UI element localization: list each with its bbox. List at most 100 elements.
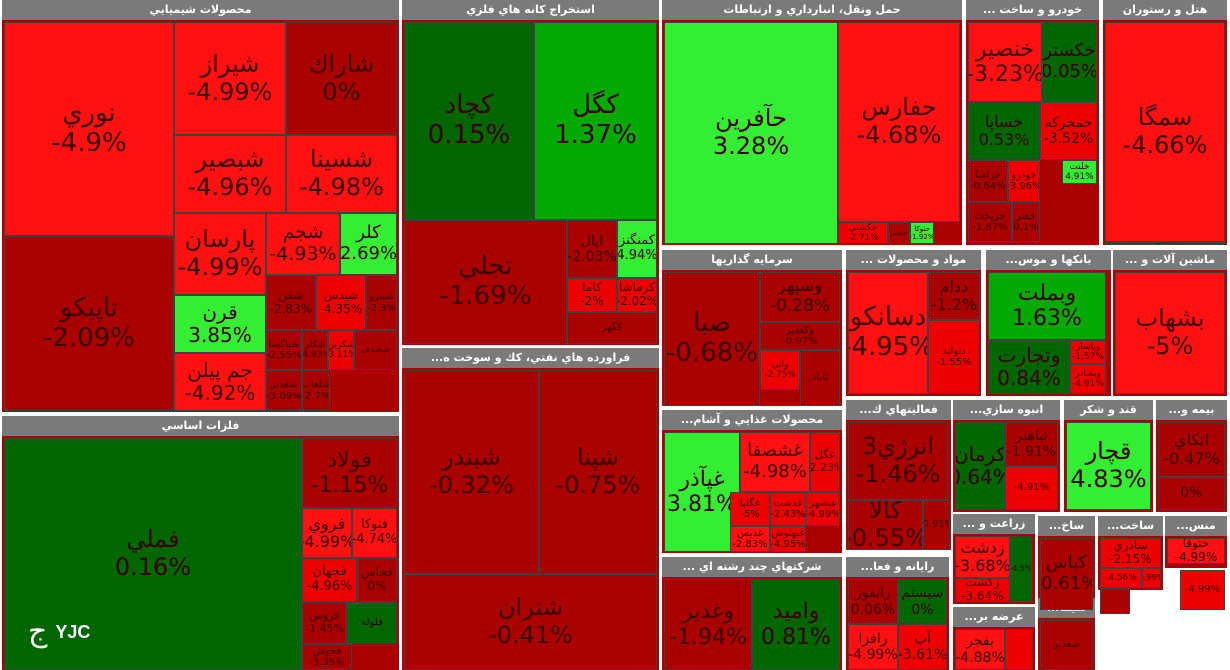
stock-tile[interactable]: شپترو -2.3% <box>366 275 397 330</box>
stock-tile[interactable] <box>1005 629 1033 670</box>
stock-tile[interactable]: شغدير -3.09% <box>266 370 302 411</box>
stock-tile[interactable]: رافزا -4.99% <box>848 624 898 670</box>
stock-tile[interactable]: خمحركه -3.52% <box>1040 102 1097 160</box>
stock-tile[interactable]: شتران -0.41% <box>404 574 657 670</box>
stock-tile[interactable]: -0.91% <box>923 500 950 550</box>
sector-title[interactable]: ... ماشين آلات و <box>1113 250 1227 270</box>
stock-tile[interactable]: حتوكا -1.92% <box>910 222 934 244</box>
stock-tile[interactable]: غشصفا -4.98% <box>740 432 810 492</box>
stock-tile[interactable]: جم پيلن -4.92% <box>174 353 266 411</box>
sector-title[interactable]: ...رايانه و فعا <box>846 557 949 577</box>
sector-title[interactable]: سرمايه گذاريها <box>662 250 842 270</box>
stock-tile[interactable]: بفجر -4.88% <box>955 629 1005 670</box>
stock-tile[interactable]: ختوقا -4.99% <box>1167 538 1225 564</box>
stock-tile[interactable]: وتجارت 0.84% <box>988 340 1070 394</box>
stock-tile[interactable]: غبهنوش -4.95% <box>770 526 806 552</box>
stock-tile[interactable]: غگلپا -5% <box>730 492 770 526</box>
stock-tile[interactable]: آپ -3.61% <box>898 624 947 670</box>
stock-tile[interactable]: خنصير -3.23% <box>968 22 1042 102</box>
stock-tile[interactable]: كرمان0.64% <box>955 422 1005 510</box>
stock-tile[interactable]: واتي -2.75% <box>760 350 800 390</box>
stock-tile[interactable]: خساپا 0.53% <box>968 102 1040 160</box>
stock-tile[interactable] <box>1100 588 1130 614</box>
stock-tile[interactable]: شفن -2.83% <box>266 275 316 330</box>
sector-title[interactable]: ...فعاليتهاي ك <box>846 400 951 420</box>
stock-tile[interactable]: حفارس -4.68% <box>838 22 960 222</box>
stock-tile[interactable]: قرن 3.85% <box>174 295 266 353</box>
stock-tile[interactable]: اتكاي -0.47% <box>1158 422 1225 477</box>
sector-title[interactable]: محصولات شيميايي <box>2 0 399 20</box>
stock-tile[interactable]: خريخت -1.87% <box>968 202 1012 242</box>
stock-tile[interactable]: -4.56% <box>1100 568 1142 588</box>
stock-tile[interactable]: حكشتي -2.71% <box>838 222 888 244</box>
stock-tile[interactable]: شاراك 0% <box>286 22 397 135</box>
stock-tile[interactable]: سيستم 0% <box>898 579 947 624</box>
stock-tile[interactable]: ساذري -2.15% <box>1100 538 1161 568</box>
stock-tile[interactable]: سغدير <box>1040 620 1093 670</box>
stock-tile[interactable]: شپنا -0.75% <box>539 370 657 574</box>
stock-tile[interactable]: غگل-2.23% <box>810 432 840 492</box>
sector-title[interactable]: ...بانكها و موس <box>986 250 1111 270</box>
stock-tile[interactable]: شجم -4.93% <box>266 213 340 275</box>
stock-tile[interactable]: شسينا -4.98% <box>286 135 397 213</box>
stock-tile[interactable]: كالا-0.55% <box>848 500 923 550</box>
stock-tile[interactable]: فجوش -3.35% <box>302 644 352 670</box>
stock-tile[interactable]: قچار 4.83% <box>1066 422 1151 510</box>
stock-tile[interactable]: -4.62% <box>1105 242 1225 245</box>
stock-tile[interactable]: وبملت 1.63% <box>988 272 1106 340</box>
stock-tile[interactable]: خكستر 0.05% <box>1042 22 1097 102</box>
stock-tile[interactable]: ثباهنر -1.91% <box>1005 422 1058 466</box>
stock-tile[interactable]: 0% <box>1158 477 1225 510</box>
stock-tile[interactable]: فروي-4.99% <box>302 508 352 558</box>
stock-tile[interactable]: غپآذر 3.81% <box>664 432 740 552</box>
stock-tile[interactable]: سمگا -4.66% <box>1105 22 1225 242</box>
stock-tile[interactable]: شيدس -4.35% <box>316 275 366 330</box>
stock-tile[interactable]: شبندر -0.32% <box>404 370 539 574</box>
stock-tile[interactable]: غديس -2.83% <box>730 526 770 552</box>
stock-tile[interactable]: تاپيكو -2.09% <box>4 236 174 411</box>
stock-tile[interactable]: خفنر 0.1% <box>1012 202 1040 242</box>
stock-tile[interactable]: كمنگنز 4.94% <box>617 220 657 278</box>
stock-tile[interactable]: ثاباد <box>800 350 840 406</box>
sector-title[interactable]: ... مواد و محصولات <box>846 250 981 270</box>
sector-title[interactable]: قند و شكر <box>1064 400 1153 420</box>
stock-tile[interactable]: غبشهر -4.99% <box>806 492 840 526</box>
stock-tile[interactable]: فلوله <box>347 602 397 644</box>
stock-tile[interactable]: -4.5% <box>1010 536 1032 602</box>
stock-tile[interactable]: خزامیا -0.64% <box>968 160 1008 202</box>
stock-tile[interactable]: كگل 1.37% <box>534 22 657 220</box>
stock-tile[interactable]: وبصادر -4.91% <box>1070 364 1106 394</box>
stock-tile[interactable]: شصدف <box>354 330 397 370</box>
stock-tile[interactable]: 4.99% <box>1142 568 1161 588</box>
stock-tile[interactable]: وپاسار -1.57% <box>1070 340 1106 364</box>
sector-title[interactable]: ...بيمه و <box>1156 400 1227 420</box>
stock-tile[interactable]: پارسان -4.99% <box>174 213 266 295</box>
stock-tile[interactable]: خودرو -3.96% <box>1008 160 1040 202</box>
stock-tile[interactable]: دتوليد -1.55% <box>928 320 980 394</box>
sector-title[interactable]: استخراج كانه هاي فلزي <box>402 0 659 20</box>
stock-tile[interactable]: كلر 2.69% <box>340 213 397 275</box>
stock-tile[interactable]: شپاكسا -2.55% <box>266 330 302 370</box>
stock-tile[interactable]: فنوكا -4.74% <box>352 508 397 558</box>
stock-tile[interactable]: رانفور 0.06% <box>848 579 898 624</box>
stock-tile[interactable]: ددام -1.2% <box>928 272 980 320</box>
sector-title[interactable]: ...محصولات غذايي و آشام <box>662 410 842 430</box>
stock-tile[interactable]: شبصير -4.96% <box>174 135 286 213</box>
stock-tile[interactable]: اپال -2.03% <box>567 220 617 278</box>
stock-tile[interactable]: وغدير -1.94% <box>664 579 752 670</box>
stock-tile[interactable]: غدشت -2.43% <box>770 492 806 526</box>
sector-title[interactable]: ... خودرو و ساخت <box>966 0 1099 20</box>
sector-title[interactable]: ...فراورده هاي نفتي، كك و سوخت ه <box>402 348 659 368</box>
stock-tile[interactable]: فولاد -1.15% <box>302 438 397 508</box>
stock-tile[interactable]: فخاس 0% <box>357 558 397 602</box>
stock-tile[interactable]: -4.91% <box>1005 466 1058 510</box>
stock-tile[interactable]: حآفرين 3.28% <box>664 22 838 244</box>
stock-tile[interactable]: نوري -4.9% <box>4 22 174 236</box>
sector-title[interactable]: ...منس <box>1165 516 1227 536</box>
stock-tile[interactable]: شكلر-4.93% <box>302 330 328 370</box>
sector-title[interactable]: هتل و رستوران <box>1103 0 1227 20</box>
sector-title[interactable]: ...عرضه بر <box>953 607 1035 627</box>
sector-title[interactable]: ... زراعت و <box>953 514 1035 534</box>
sector-title[interactable]: ...انبوه سازي <box>953 400 1060 420</box>
stock-tile[interactable]: شلعاب -2.7% <box>302 370 330 411</box>
